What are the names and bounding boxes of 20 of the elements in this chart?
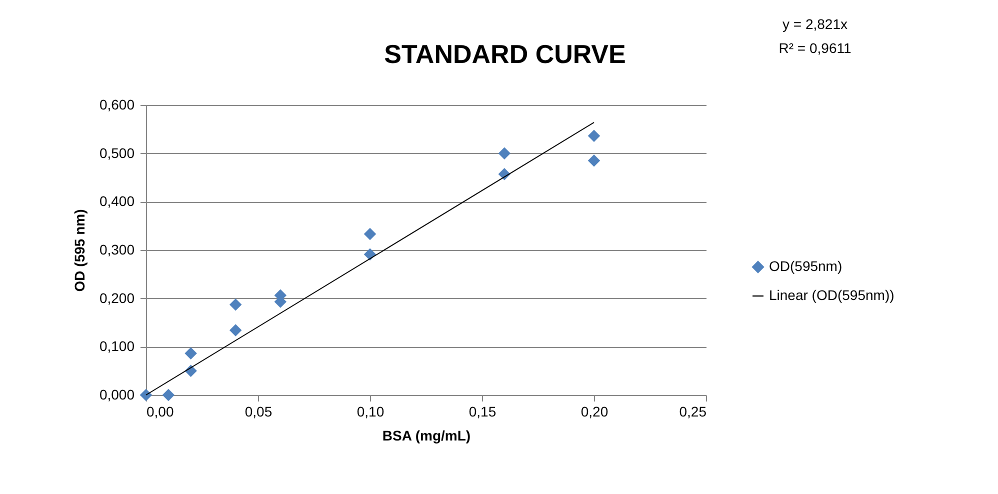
y-tick-label: 0,200 [99, 290, 135, 306]
y-tick-label: 0,400 [99, 193, 135, 210]
x-tick-label: 0,05 [244, 404, 272, 420]
y-tick-label: 0,300 [99, 242, 135, 258]
y-axis-title: OD (595 nm) [71, 209, 88, 292]
x-tick-label: 0,00 [146, 404, 174, 420]
y-tick-label: 0,100 [99, 338, 135, 354]
legend-label: OD(595nm) [769, 258, 842, 274]
text: y = 2,821x [782, 16, 848, 32]
y-tick-label: 0,000 [99, 386, 135, 402]
legend-label: Linear (OD(595nm)) [769, 287, 894, 303]
x-tick-label: 0,20 [580, 404, 608, 420]
y-tick-label: 0,500 [99, 144, 135, 161]
x-tick-label: 0,15 [468, 404, 496, 420]
x-tick-label: 0,10 [356, 404, 384, 420]
y-tick-label: 0,600 [99, 96, 135, 112]
text: R² = 0,9611 [778, 40, 852, 56]
chart-title: STANDARD CURVE [384, 39, 626, 69]
x-axis-title: BSA (mg/mL) [382, 428, 471, 444]
x-tick-label: 0,25 [679, 404, 707, 420]
